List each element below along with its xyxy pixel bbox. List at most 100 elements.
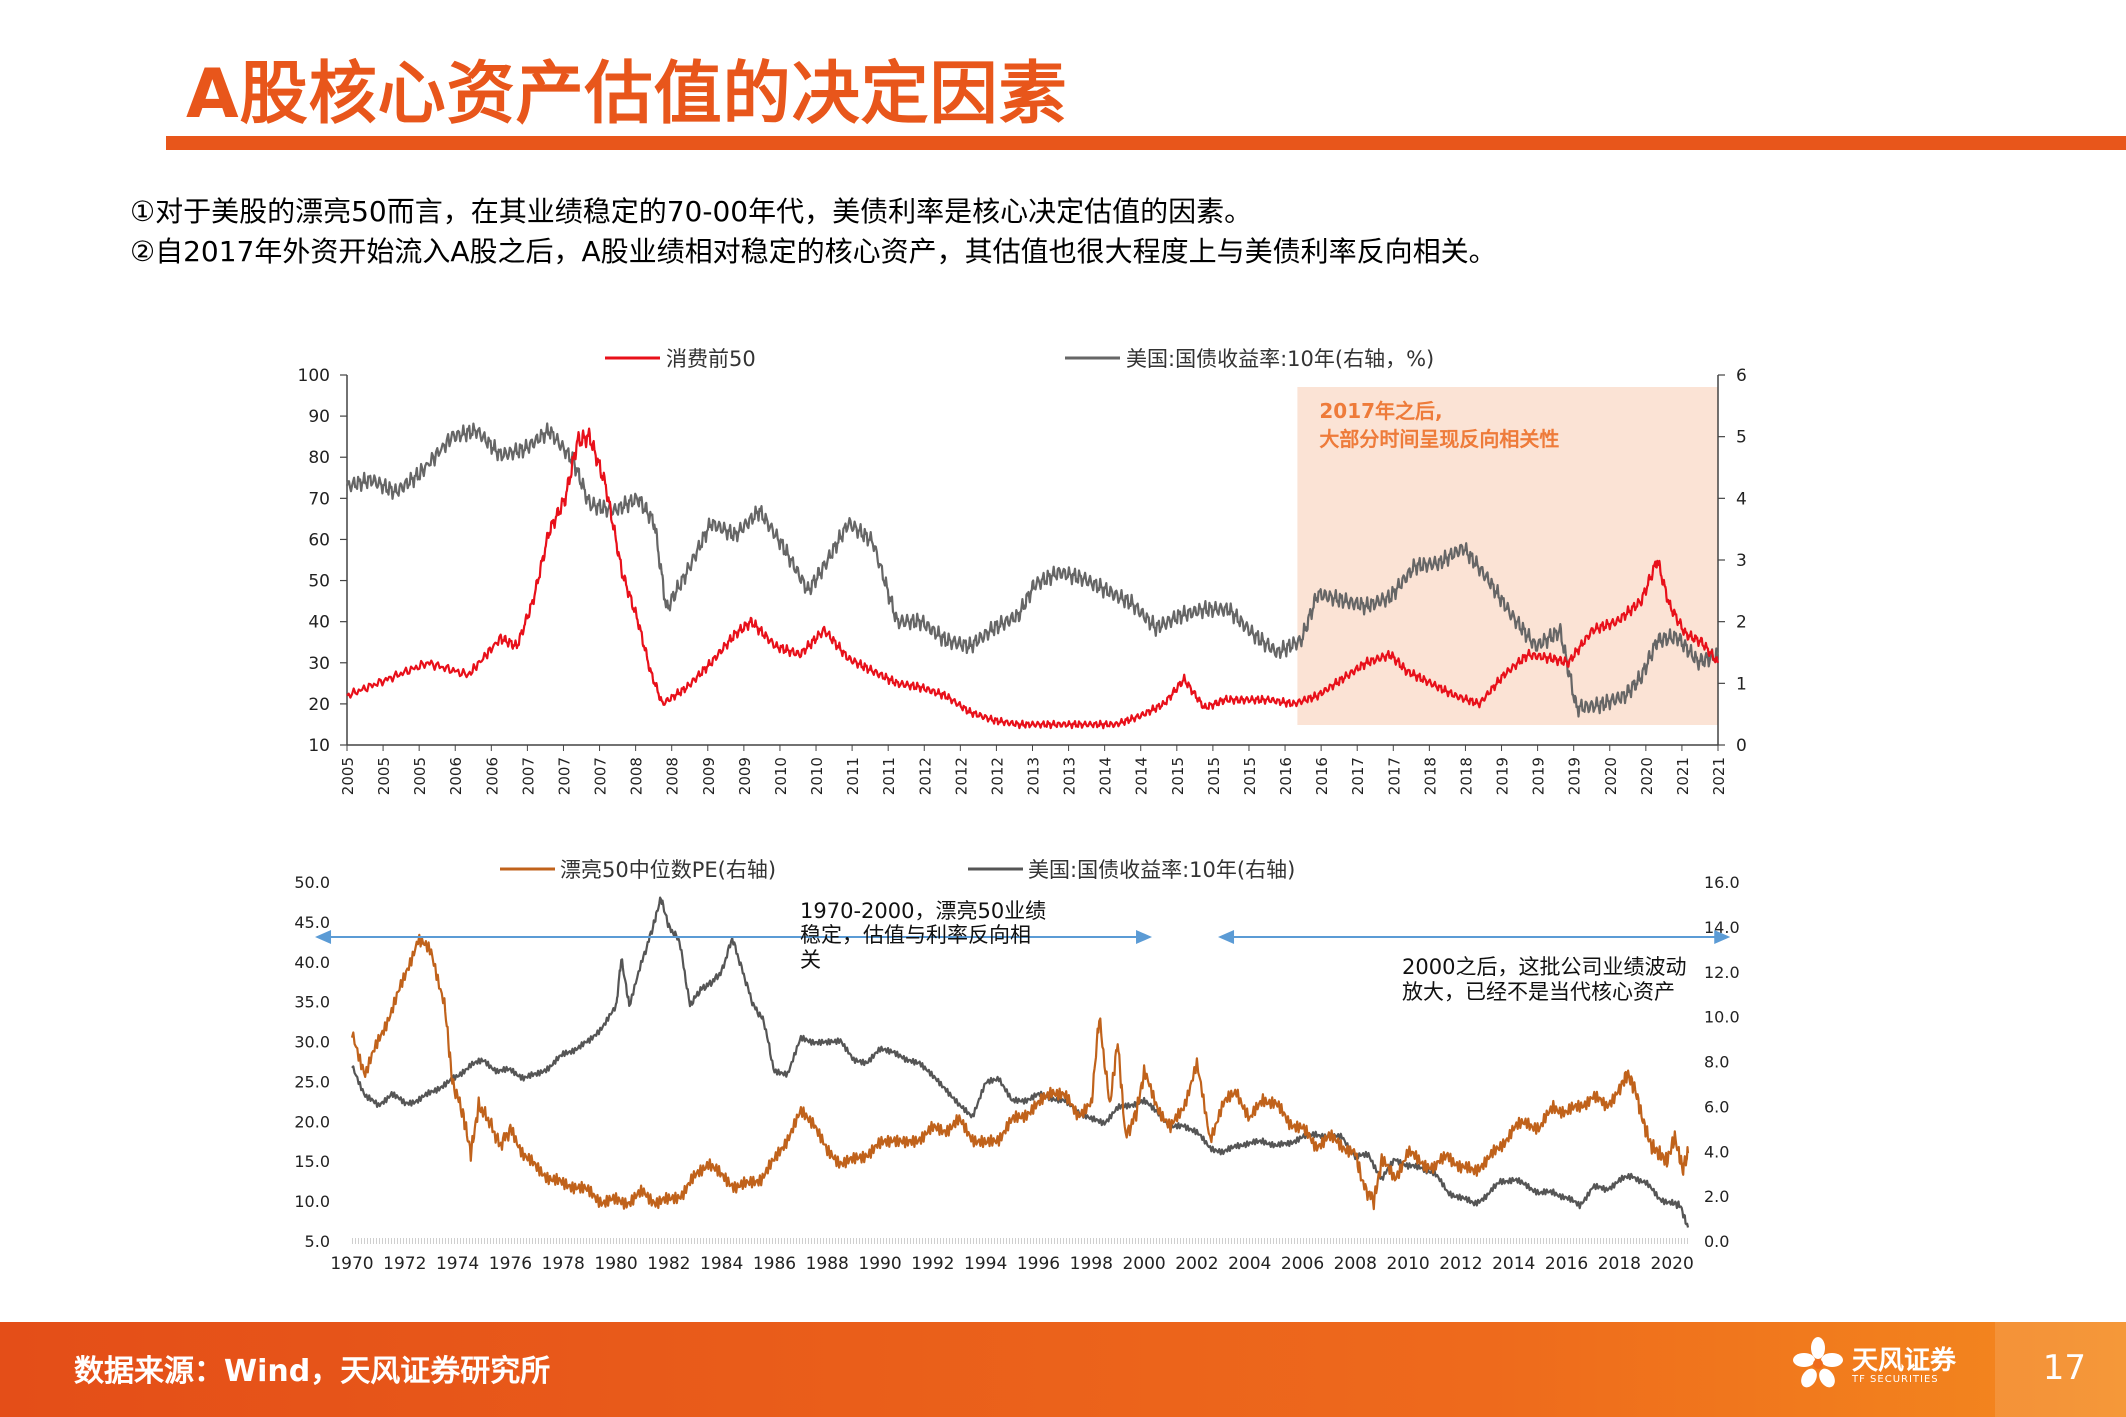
x-tick-label: 1988 [806, 1254, 849, 1274]
x-tick-label: 2017 [1385, 757, 1403, 795]
x-tick-label: 2015 [1169, 757, 1187, 795]
page-number: 17 [2042, 1348, 2086, 1388]
y-left-tick-label: 20.0 [294, 1112, 330, 1131]
x-tick-label: 2019 [1530, 757, 1548, 795]
legend-label-0: 消费前50 [666, 347, 756, 371]
intro-text: ①对于美股的漂亮50而言，在其业绩稳定的70-00年代，美债利率是核心决定估值的… [130, 192, 1497, 272]
y-left-tick-label: 25.0 [294, 1072, 330, 1091]
x-tick-label: 2002 [1175, 1254, 1218, 1274]
logo-name: 天风证券 [1852, 1346, 1957, 1376]
annotation-text-2: 大部分时间呈现反向相关性 [1319, 427, 1559, 451]
x-tick-label: 2005 [339, 757, 357, 795]
series-line-1 [345, 422, 1720, 718]
x-tick-label: 2008 [1334, 1254, 1377, 1274]
x-tick-label: 2016 [1313, 757, 1331, 795]
y-right-tick-label: 12.0 [1704, 963, 1740, 982]
x-tick-label: 1976 [489, 1254, 532, 1274]
x-tick-label: 1986 [753, 1254, 796, 1274]
x-tick-label: 2013 [1025, 757, 1043, 795]
x-tick-label: 2006 [447, 757, 465, 795]
y-left-tick-label: 10.0 [294, 1192, 330, 1211]
x-tick-label: 2018 [1598, 1254, 1641, 1274]
flower-logo-icon [1793, 1337, 1843, 1388]
x-tick-label: 2010 [808, 757, 826, 795]
y-right-tick-label: 2 [1736, 613, 1747, 633]
annotation-arrow-head-right-0 [1136, 930, 1153, 944]
x-tick-label: 1974 [436, 1254, 479, 1274]
data-source: 数据来源：Wind，天风证券研究所 [74, 1354, 551, 1389]
x-tick-label: 2011 [880, 757, 898, 795]
x-tick-label: 2000 [1122, 1254, 1165, 1274]
y-right-tick-label: 4 [1736, 489, 1747, 509]
x-tick-label: 2020 [1602, 757, 1620, 795]
y-right-tick-label: 5 [1736, 428, 1747, 448]
y-left-tick-label: 5.0 [305, 1232, 330, 1251]
y-left-tick-label: 35.0 [294, 993, 330, 1012]
annotation-2-line-1: 2000之后，这批公司业绩波动 [1402, 955, 1686, 979]
x-tick-label: 2018 [1457, 757, 1475, 795]
y-left-tick-label: 20 [308, 695, 330, 715]
x-tick-label: 2019 [1566, 757, 1584, 795]
x-tick-label: 2005 [375, 757, 393, 795]
x-tick-label: 2019 [1494, 757, 1512, 795]
legend-label-1: 美国:国债收益率:10年(右轴) [1028, 858, 1295, 882]
x-tick-label: 2013 [1061, 757, 1079, 795]
y-left-tick-label: 100 [298, 366, 330, 386]
x-tick-label: 2015 [1205, 757, 1223, 795]
annotation-arrow-head-left-0 [315, 930, 332, 944]
x-tick-label: 1982 [647, 1254, 690, 1274]
x-tick-label: 2008 [628, 757, 646, 795]
y-left-tick-label: 50.0 [294, 873, 330, 892]
y-left-tick-label: 70 [308, 489, 330, 509]
y-left-tick-label: 80 [308, 448, 330, 468]
x-tick-label: 1970 [330, 1254, 373, 1274]
intro-line-1: ①对于美股的漂亮50而言，在其业绩稳定的70-00年代，美债利率是核心决定估值的… [130, 195, 1253, 228]
x-tick-label: 2012 [952, 757, 970, 795]
x-tick-label: 1972 [383, 1254, 426, 1274]
y-right-tick-label: 14.0 [1704, 918, 1740, 937]
y-left-tick-label: 50 [308, 572, 330, 592]
x-tick-label: 2009 [700, 757, 718, 795]
x-tick-label: 2017 [1349, 757, 1367, 795]
chart-consumer-top50-vs-ust10y: 2017年之后,大部分时间呈现反向相关性10090807060504030201… [294, 347, 1747, 1274]
brand-logo: 天风证券 TF SECURITIES [1790, 1334, 1990, 1404]
x-tick-label: 2006 [483, 757, 501, 795]
title-underline [166, 136, 2126, 150]
y-right-tick-label: 16.0 [1704, 873, 1740, 892]
x-tick-label: 1984 [700, 1254, 743, 1274]
series-line-0 [350, 933, 1690, 1211]
y-left-tick-label: 60 [308, 530, 330, 550]
y-left-tick-label: 30.0 [294, 1033, 330, 1052]
x-tick-label: 2010 [772, 757, 790, 795]
x-tick-label: 2014 [1133, 757, 1151, 795]
x-tick-label: 2006 [1281, 1254, 1324, 1274]
footer-bar: 数据来源：Wind，天风证券研究所 天风证券 TF SECURITIES 17 [0, 1322, 2126, 1417]
series-line-1 [351, 896, 1690, 1228]
x-tick-label: 2011 [844, 757, 862, 795]
y-right-tick-label: 6.0 [1704, 1097, 1729, 1116]
y-left-tick-label: 45.0 [294, 913, 330, 932]
series-line-0 [346, 427, 1720, 730]
x-tick-label: 1990 [858, 1254, 901, 1274]
x-tick-label: 2014 [1097, 757, 1115, 795]
y-right-tick-label: 10.0 [1704, 1008, 1740, 1027]
y-left-tick-label: 10 [308, 736, 330, 756]
x-tick-label: 2012 [1439, 1254, 1482, 1274]
x-tick-label: 1992 [911, 1254, 954, 1274]
x-tick-label: 1996 [1017, 1254, 1060, 1274]
x-tick-label: 1994 [964, 1254, 1007, 1274]
page-number-block [1995, 1322, 2126, 1417]
x-tick-label: 2016 [1277, 757, 1295, 795]
annotation-1-line-1: 1970-2000，漂亮50业绩 [800, 899, 1046, 923]
annotation-2-line-2: 放大，已经不是当代核心资产 [1402, 980, 1675, 1004]
page-title: A股核心资产估值的决定因素 [186, 55, 1068, 134]
y-right-tick-label: 1 [1736, 674, 1747, 694]
y-right-tick-label: 3 [1736, 551, 1747, 571]
x-tick-label: 2015 [1241, 757, 1259, 795]
x-tick-label: 1998 [1070, 1254, 1113, 1274]
x-tick-label: 2005 [411, 757, 429, 795]
y-right-tick-label: 0 [1736, 736, 1747, 756]
x-tick-label: 1980 [594, 1254, 637, 1274]
legend-label-0: 漂亮50中位数PE(右轴) [560, 858, 776, 882]
y-right-tick-label: 2.0 [1704, 1187, 1729, 1206]
